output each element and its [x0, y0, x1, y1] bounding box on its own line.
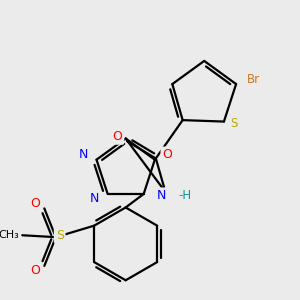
- Text: O: O: [112, 130, 122, 143]
- Text: O: O: [162, 148, 172, 161]
- Text: O: O: [30, 197, 40, 210]
- Text: -H: -H: [178, 189, 191, 202]
- Text: N: N: [157, 189, 166, 202]
- Text: O: O: [30, 264, 40, 277]
- Text: S: S: [56, 229, 64, 242]
- Text: N: N: [90, 192, 99, 205]
- Text: S: S: [230, 117, 237, 130]
- Text: CH₃: CH₃: [0, 230, 19, 240]
- Text: Br: Br: [247, 73, 260, 86]
- Text: N: N: [78, 148, 88, 161]
